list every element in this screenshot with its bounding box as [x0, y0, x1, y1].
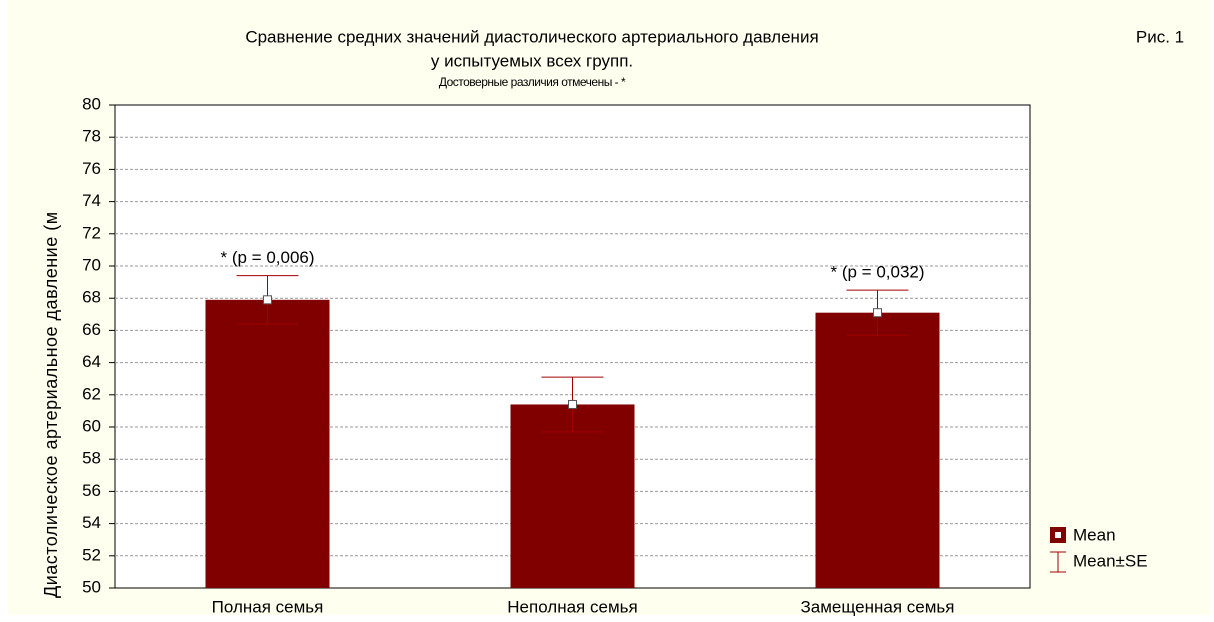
annotation: * (p = 0,032) [830, 263, 924, 282]
annotation: * (p = 0,006) [220, 248, 314, 267]
chart-title: у испытуемых всех групп. [431, 51, 633, 70]
figure-label: Рис. 1 [1136, 27, 1184, 46]
mean-marker [263, 295, 272, 305]
y-axis-label: Диастолическое артериальное давление (м [41, 211, 61, 598]
x-tick-label: Неполная семья [507, 597, 637, 616]
y-tick-label: 66 [82, 320, 101, 339]
y-tick-label: 70 [82, 255, 101, 274]
y-tick-label: 68 [82, 288, 101, 307]
y-tick-label: 64 [82, 352, 101, 371]
mean-marker [568, 399, 577, 409]
chart-subtitle: Достоверные различия отмечены - * [439, 75, 626, 89]
y-tick-label: 76 [82, 159, 101, 178]
bar [510, 404, 635, 588]
chart-title: Сравнение средних значений диастолическо… [245, 27, 818, 46]
y-tick-label: 78 [82, 127, 101, 146]
x-tick-label: Полная семья [212, 597, 324, 616]
mean-marker [873, 308, 882, 318]
y-tick-label: 72 [82, 223, 101, 242]
legend-label: Mean±SE [1073, 551, 1148, 570]
bar [205, 299, 330, 588]
bar [815, 312, 940, 588]
y-tick-label: 74 [82, 191, 101, 210]
legend-label: Mean [1073, 525, 1116, 544]
y-tick-label: 54 [82, 513, 101, 532]
y-tick-label: 50 [82, 577, 101, 596]
y-tick-label: 56 [82, 481, 101, 500]
x-tick-label: Замещенная семья [801, 597, 955, 616]
y-tick-label: 52 [82, 545, 101, 564]
y-tick-label: 60 [82, 416, 101, 435]
y-tick-label: 58 [82, 449, 101, 468]
legend-marker [1055, 532, 1061, 538]
y-tick-label: 80 [82, 94, 101, 113]
y-tick-label: 62 [82, 384, 101, 403]
